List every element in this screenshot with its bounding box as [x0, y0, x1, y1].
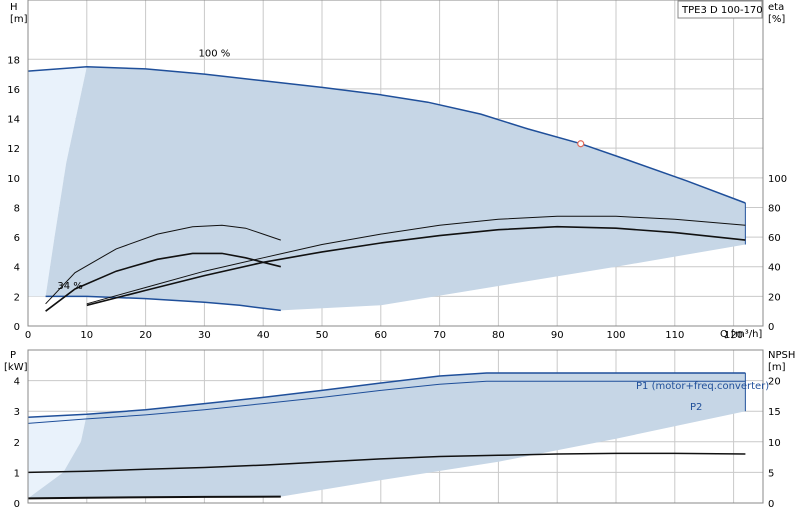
eta-tick-label: 80 — [768, 203, 781, 214]
h-axis-label-line1: H — [10, 2, 18, 13]
max-efficiency-upper-curve — [86, 215, 746, 305]
p1-power-curve — [27, 372, 746, 419]
head-efficiency-panel: 0 10 20 30 40 50 60 70 80 90 100 110 120 0 2 4 6 8 10 12 14… — [7, 0, 787, 341]
x-tick-label: 40 — [257, 330, 270, 341]
npsh-axis-label-line2: [m] — [768, 362, 786, 373]
p-axis-label-line2: [kW] — [4, 362, 28, 373]
x-tick-label: 110 — [665, 330, 684, 341]
min-efficiency-curve — [45, 252, 281, 312]
top-areas — [28, 66, 746, 311]
legend-p1: P1 (motor+freq.converter) — [636, 381, 769, 392]
x-tick-label: 60 — [374, 330, 387, 341]
bottom-y-tick-labels: 0 1 2 3 4 — [14, 377, 20, 510]
npsh-tick-label: 5 — [768, 468, 774, 479]
npsh-tick-label: 10 — [768, 438, 781, 449]
x-axis-label: Q [m³/h] — [720, 329, 762, 340]
h-tick-label: 8 — [14, 203, 20, 214]
eta-tick-label: 60 — [768, 233, 781, 244]
operating-point-marker — [577, 140, 585, 148]
max-efficiency-curve — [86, 225, 746, 307]
chart-title: TPE3 D 100-170 — [681, 5, 763, 16]
top-y2-tick-labels: 0 20 40 60 80 100 — [768, 174, 787, 333]
max-speed-head-curve — [27, 65, 746, 204]
npsh-tick-label: 15 — [768, 407, 781, 418]
x-tick-label: 90 — [551, 330, 564, 341]
p-tick-label: 2 — [14, 438, 20, 449]
bottom-low-flow-area — [28, 414, 87, 499]
h-tick-label: 12 — [7, 144, 20, 155]
h-tick-label: 2 — [14, 292, 20, 303]
x-tick-label: 30 — [198, 330, 211, 341]
npsh-tick-label: 20 — [768, 377, 781, 388]
x-tick-label: 120 — [724, 330, 743, 341]
min-speed-power-curve — [27, 495, 281, 500]
top-y-tick-labels: 0 2 4 6 8 10 12 14 16 18 — [7, 55, 20, 333]
p-tick-label: 3 — [14, 407, 20, 418]
eta-tick-label: 100 — [768, 174, 787, 185]
h-tick-label: 18 — [7, 55, 20, 66]
x-tick-label: 50 — [316, 330, 329, 341]
legend-p2: P2 — [690, 402, 702, 413]
eta-tick-label: 20 — [768, 292, 781, 303]
bottom-plot-frame — [27, 349, 764, 504]
top-x-tick-labels: 0 10 20 30 40 50 60 70 80 90 100 110 120 — [25, 330, 743, 341]
npsh-tick-label: 0 — [768, 499, 774, 510]
bottom-y2-tick-labels: 0 5 10 15 20 — [768, 377, 781, 510]
bottom-lines — [27, 372, 746, 500]
top-lines — [27, 65, 746, 312]
min-speed-head-curve — [45, 295, 281, 312]
x-tick-label: 10 — [80, 330, 93, 341]
power-npsh-panel: 0 1 2 3 4 0 5 10 15 20 P [kW] NPSH [m] P1 (motor… — [4, 349, 795, 510]
title-box — [677, 0, 763, 19]
h-tick-label: 16 — [7, 85, 20, 96]
top-annotations: 100 % 34 % — [57, 48, 230, 292]
top-plot-frame — [27, 0, 764, 327]
x-tick-label: 80 — [492, 330, 505, 341]
x-tick-label: 70 — [433, 330, 446, 341]
x-tick-label: 20 — [139, 330, 152, 341]
h-tick-label: 6 — [14, 233, 20, 244]
eta-axis-label-line2: [%] — [768, 14, 785, 25]
h-axis-label-line2: [m] — [10, 14, 28, 25]
p-tick-label: 1 — [14, 468, 20, 479]
min-efficiency-upper-curve — [45, 224, 281, 305]
speed-annotation: 100 % — [199, 48, 231, 59]
eta-axis-label-line1: eta — [768, 2, 784, 13]
eta-tick-label: 40 — [768, 263, 781, 274]
p-tick-label: 4 — [14, 377, 20, 388]
h-tick-label: 10 — [7, 174, 20, 185]
p-axis-label-line1: P — [10, 350, 16, 361]
x-tick-label: 100 — [606, 330, 625, 341]
npsh-curve — [27, 452, 746, 474]
x-tick-label: 0 — [25, 330, 31, 341]
p-tick-label: 0 — [14, 499, 20, 510]
speed-annotation: 34 % — [57, 281, 82, 292]
h-tick-label: 0 — [14, 322, 20, 333]
low-flow-area — [28, 66, 87, 297]
h-tick-label: 14 — [7, 115, 20, 126]
operating-envelope-area — [45, 66, 746, 311]
h-tick-label: 4 — [14, 263, 20, 274]
p2-power-curve — [27, 380, 746, 424]
npsh-axis-label-line1: NPSH — [768, 350, 795, 361]
eta-tick-label: 0 — [768, 322, 774, 333]
